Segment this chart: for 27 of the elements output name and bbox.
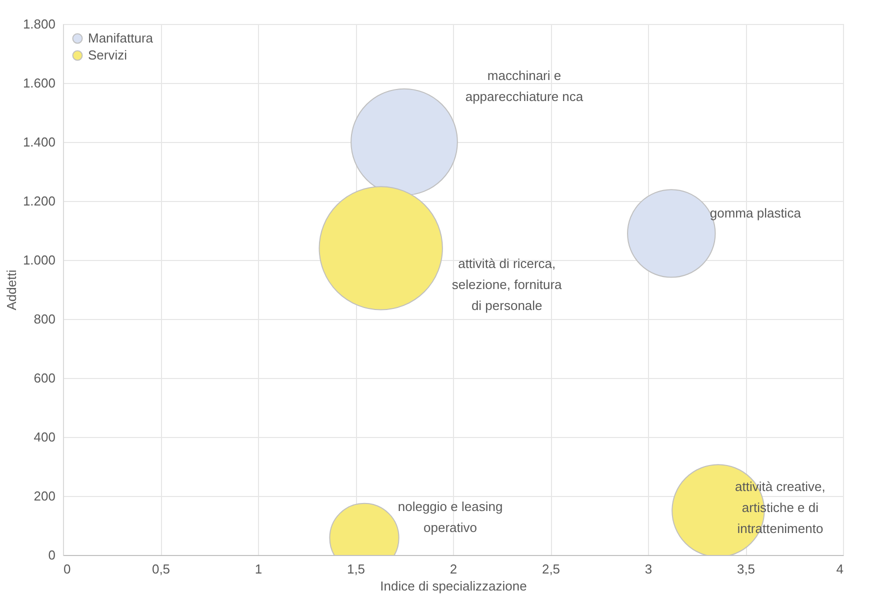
x-tick-label: 2 — [450, 562, 458, 576]
y-tick-label: 1.200 — [22, 194, 56, 208]
y-tick-label: 0 — [48, 548, 56, 562]
y-tick-label: 1.400 — [22, 134, 56, 150]
y-tick-label: 800 — [34, 312, 56, 326]
annotation: gomma plastica — [710, 205, 802, 220]
x-axis-title: Indice di specializzazione — [380, 578, 527, 594]
annotation: attività di ricerca, selezione, fornitura di personale — [452, 256, 563, 314]
legend-label: Manifattura — [88, 30, 154, 46]
y-axis-title: Addetti — [4, 270, 19, 310]
x-tick-label: 4 — [836, 562, 844, 576]
y-tick-label: 200 — [34, 488, 56, 504]
x-tick-label: 1 — [254, 562, 262, 576]
annotation: noleggio e leasing operativo — [398, 498, 503, 535]
y-tick-label: 600 — [34, 370, 56, 386]
y-tick-label: 1.000 — [22, 252, 56, 268]
y-tick-label: 1.800 — [22, 16, 56, 32]
y-tick-label: 400 — [34, 430, 56, 444]
x-tick-label: 1,5 — [346, 562, 366, 576]
annotation: macchinari e apparecchiature nca — [465, 68, 584, 104]
x-tick-label: 3,5 — [736, 562, 756, 576]
x-tick-label: 0,5 — [152, 562, 170, 576]
x-tick-label: 2,5 — [542, 562, 560, 576]
y-tick-label: 1.600 — [22, 76, 56, 90]
x-tick-label: 0 — [64, 562, 71, 576]
x-tick-label: 3 — [644, 562, 652, 576]
legend-label: Servizi — [88, 48, 128, 62]
